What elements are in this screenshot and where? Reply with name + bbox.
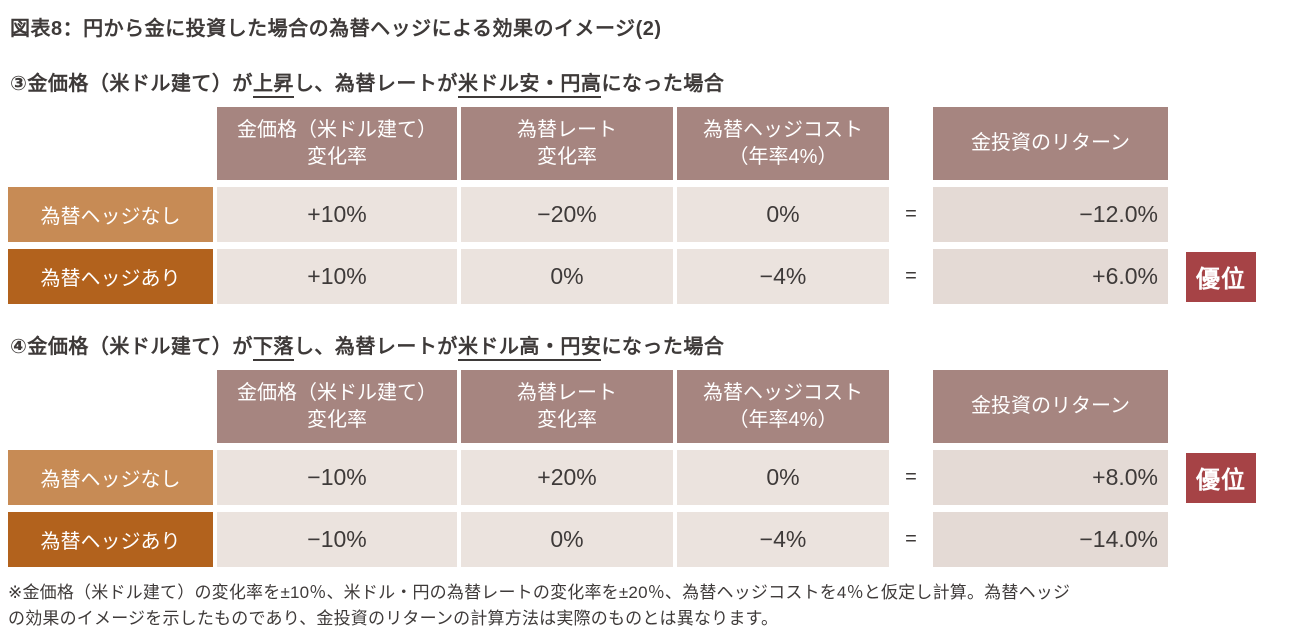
header-line: 変化率 bbox=[537, 145, 597, 168]
header-line: 金価格（米ドル建て） bbox=[237, 381, 437, 404]
value-cell-gold-price: −10% bbox=[217, 450, 457, 505]
header-line: 変化率 bbox=[537, 408, 597, 431]
badge-cell: 優位 bbox=[1172, 249, 1262, 304]
value-cell-hedge-cost: −4% bbox=[677, 512, 889, 567]
badge-spacer bbox=[1172, 187, 1262, 242]
header-line: （年率4%） bbox=[728, 145, 838, 168]
value-cell-gold-price: +10% bbox=[217, 187, 457, 242]
value-cell-fx-rate: −20% bbox=[461, 187, 673, 242]
footnote-line-2: の効果のイメージを示したものであり、金投資のリターンの計算方法は実際のものとは異… bbox=[8, 609, 779, 628]
value-cell-hedge-cost: 0% bbox=[677, 187, 889, 242]
column-header-gold-price: 金価格（米ドル建て） 変化率 bbox=[217, 107, 457, 180]
value-cell-hedge-cost: −4% bbox=[677, 249, 889, 304]
row-label-hedge: 為替ヘッジあり bbox=[8, 512, 213, 567]
header-spacer bbox=[8, 107, 213, 180]
column-header-return: 金投資のリターン bbox=[933, 107, 1168, 180]
column-header-fx-rate: 為替レート 変化率 bbox=[461, 370, 673, 443]
heading-text: し、為替レートが bbox=[293, 73, 458, 95]
return-cell: +8.0% bbox=[933, 450, 1168, 505]
heading-text: し、為替レートが bbox=[293, 336, 458, 358]
header-line: 変化率 bbox=[307, 408, 367, 431]
header-line: （年率4%） bbox=[728, 408, 838, 431]
value-cell-hedge-cost: 0% bbox=[677, 450, 889, 505]
page-title: 図表8：円から金に投資した場合の為替ヘッジによる効果のイメージ(2) bbox=[10, 18, 662, 40]
equals-sign: = bbox=[905, 466, 917, 488]
column-header-hedge-cost: 為替ヘッジコスト （年率4%） bbox=[677, 370, 889, 443]
column-header-hedge-cost: 為替ヘッジコスト （年率4%） bbox=[677, 107, 889, 180]
value-cell-gold-price: +10% bbox=[217, 249, 457, 304]
value-cell-fx-rate: +20% bbox=[461, 450, 673, 505]
header-spacer bbox=[8, 370, 213, 443]
heading-text: ③金価格（米ドル建て）が bbox=[10, 73, 253, 95]
heading-text: ④金価格（米ドル建て）が bbox=[10, 336, 253, 358]
heading-underlined-text: 上昇 bbox=[252, 73, 294, 98]
heading-text: になった場合 bbox=[601, 73, 725, 95]
return-cell: +6.0% bbox=[933, 249, 1168, 304]
heading-underlined-text: 米ドル安・円高 bbox=[457, 73, 602, 98]
return-cell: −14.0% bbox=[933, 512, 1168, 567]
header-line: 金価格（米ドル建て） bbox=[237, 118, 437, 141]
heading-text: になった場合 bbox=[601, 336, 725, 358]
header-line: 変化率 bbox=[307, 145, 367, 168]
heading-underlined-text: 下落 bbox=[252, 336, 294, 361]
equals-sign: = bbox=[905, 265, 917, 287]
section-4-heading: ④金価格（米ドル建て）が下落し、為替レートが米ドル高・円安になった場合 bbox=[10, 330, 1295, 361]
badge-spacer bbox=[1172, 512, 1262, 567]
row-label-no-hedge: 為替ヘッジなし bbox=[8, 450, 213, 505]
advantage-badge: 優位 bbox=[1186, 452, 1256, 503]
heading-underlined-text: 米ドル高・円安 bbox=[457, 336, 602, 361]
header-line: 金投資のリターン bbox=[971, 395, 1130, 417]
value-cell-fx-rate: 0% bbox=[461, 512, 673, 567]
row-label-no-hedge: 為替ヘッジなし bbox=[8, 187, 213, 242]
hedge-table-4: 金価格（米ドル建て） 変化率 為替レート 変化率 為替ヘッジコスト （年率4%）… bbox=[8, 370, 1295, 567]
footnote-line-1: ※金価格（米ドル建て）の変化率を±10％、米ドル・円の為替レートの変化率を±20… bbox=[8, 583, 1071, 602]
header-spacer bbox=[893, 107, 929, 180]
equals-sign: = bbox=[905, 203, 917, 225]
header-line: 為替ヘッジコスト bbox=[703, 118, 863, 141]
return-cell: −12.0% bbox=[933, 187, 1168, 242]
header-line: 為替ヘッジコスト bbox=[703, 381, 863, 404]
column-header-return: 金投資のリターン bbox=[933, 370, 1168, 443]
header-line: 為替レート bbox=[517, 118, 617, 141]
header-spacer bbox=[1172, 370, 1262, 443]
section-3-heading: ③金価格（米ドル建て）が上昇し、為替レートが米ドル安・円高になった場合 bbox=[10, 67, 1295, 98]
header-line: 為替レート bbox=[517, 381, 617, 404]
equals-sign: = bbox=[905, 528, 917, 550]
hedge-table-3: 金価格（米ドル建て） 変化率 為替レート 変化率 為替ヘッジコスト （年率4%）… bbox=[8, 107, 1295, 304]
column-header-gold-price: 金価格（米ドル建て） 変化率 bbox=[217, 370, 457, 443]
advantage-badge: 優位 bbox=[1186, 251, 1256, 302]
header-spacer bbox=[1172, 107, 1262, 180]
column-header-fx-rate: 為替レート 変化率 bbox=[461, 107, 673, 180]
header-line: 金投資のリターン bbox=[971, 132, 1130, 154]
row-label-hedge: 為替ヘッジあり bbox=[8, 249, 213, 304]
badge-cell: 優位 bbox=[1172, 450, 1262, 505]
header-spacer bbox=[893, 370, 929, 443]
footnote: ※金価格（米ドル建て）の変化率を±10％、米ドル・円の為替レートの変化率を±20… bbox=[8, 580, 1295, 632]
value-cell-gold-price: −10% bbox=[217, 512, 457, 567]
value-cell-fx-rate: 0% bbox=[461, 249, 673, 304]
